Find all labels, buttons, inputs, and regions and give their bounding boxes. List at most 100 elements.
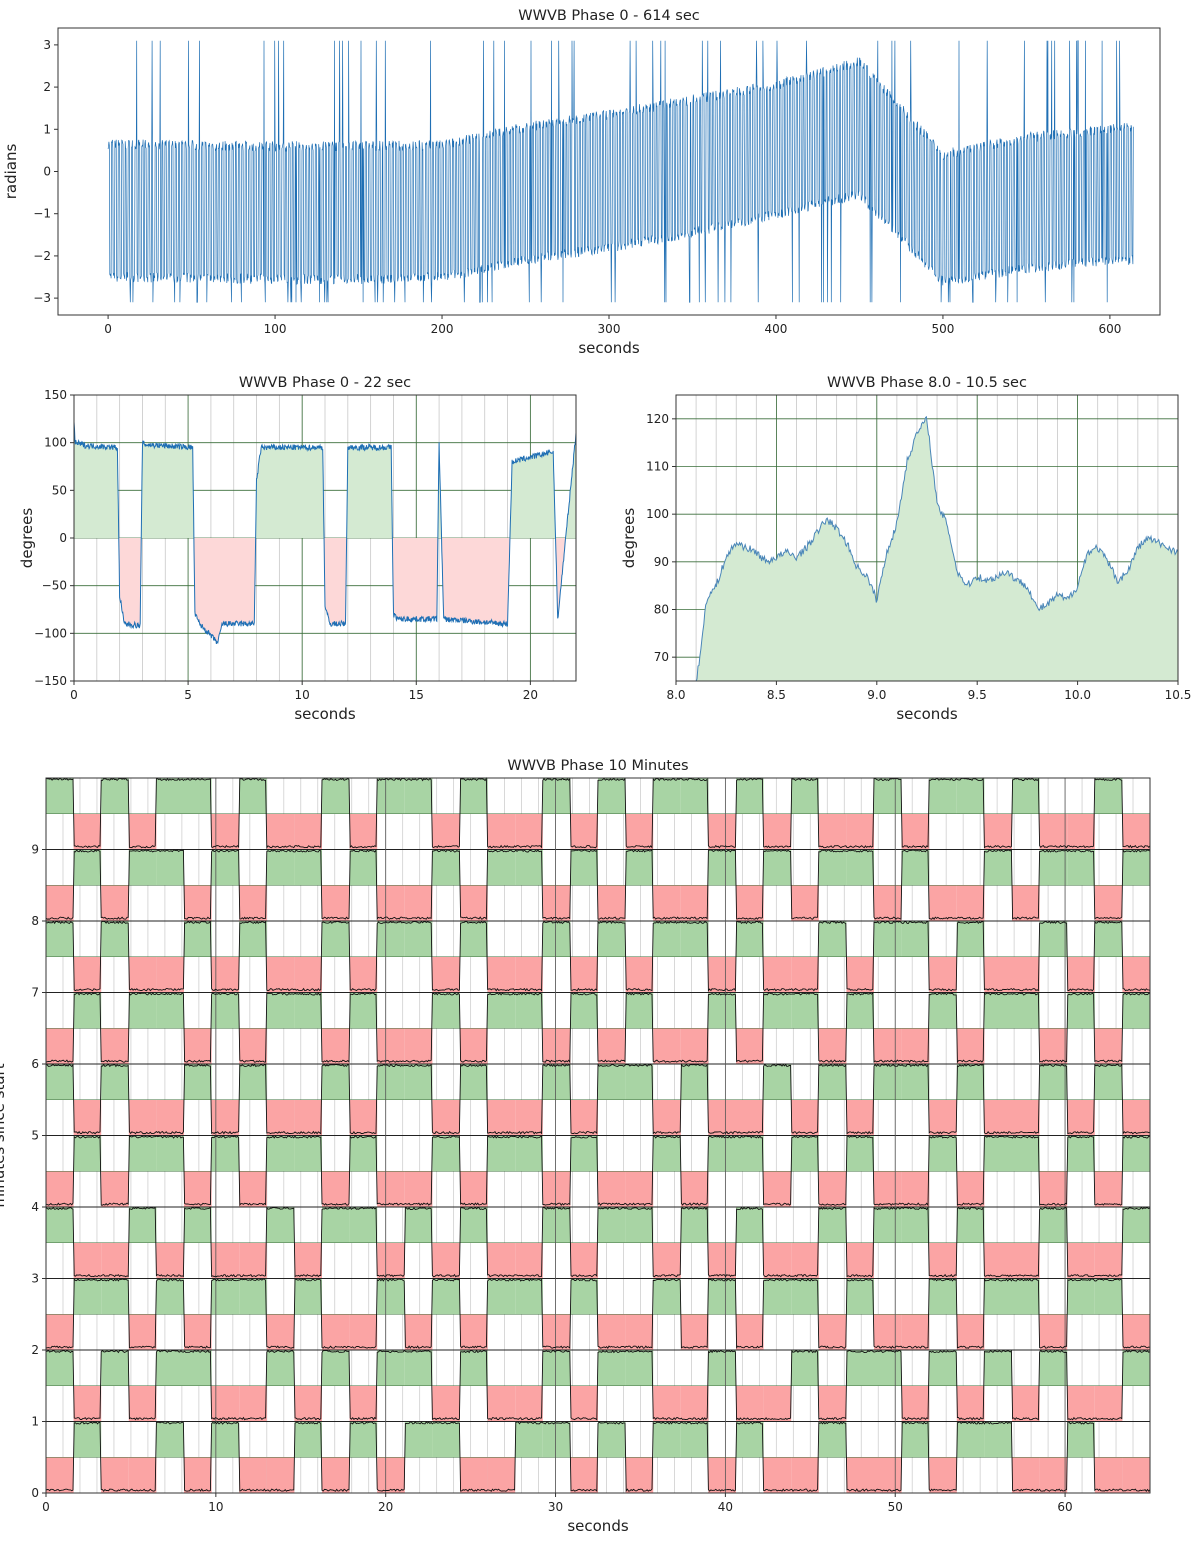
positive-area bbox=[184, 1207, 212, 1243]
negative-area bbox=[956, 1171, 985, 1207]
negative-area bbox=[956, 1314, 985, 1350]
negative-area bbox=[460, 1314, 488, 1350]
positive-area bbox=[984, 992, 1012, 1029]
negative-area bbox=[763, 1385, 792, 1422]
positive-area bbox=[377, 1064, 405, 1100]
positive-area bbox=[874, 778, 902, 814]
positive-area bbox=[1012, 1278, 1040, 1315]
x-tick-label: 0 bbox=[104, 322, 112, 336]
positive-area bbox=[515, 1421, 543, 1458]
negative-area bbox=[377, 1171, 405, 1207]
chart-zoom-8-10-5: 8.0 8.5 9.0 9.5 10.0 10.5 70 80 90 100 110 120 WWVB … bbox=[620, 375, 1191, 723]
positive-area bbox=[846, 1135, 874, 1172]
positive-area bbox=[73, 1421, 102, 1458]
x-tick-label: 100 bbox=[264, 322, 287, 336]
negative-area bbox=[322, 885, 350, 921]
positive-area bbox=[460, 1207, 488, 1243]
negative-area bbox=[128, 1099, 157, 1136]
negative-area bbox=[1122, 956, 1150, 993]
positive-area bbox=[696, 416, 1178, 681]
positive-area bbox=[1039, 921, 1068, 957]
y-tick-label: 6 bbox=[31, 1057, 39, 1071]
positive-area bbox=[266, 1350, 295, 1386]
positive-area bbox=[736, 778, 764, 814]
negative-area bbox=[874, 1028, 902, 1064]
negative-area bbox=[515, 956, 543, 993]
positive-area bbox=[791, 1135, 819, 1172]
x-tick-label: 8.0 bbox=[666, 688, 685, 702]
negative-area bbox=[1012, 1457, 1040, 1493]
positive-area bbox=[1122, 1207, 1150, 1243]
positive-area bbox=[818, 849, 847, 886]
negative-area bbox=[680, 1314, 709, 1350]
negative-area bbox=[46, 1171, 74, 1207]
negative-area bbox=[73, 813, 102, 850]
chart-ten-minutes: 0 10 20 30 40 50 60 0 1 2 3 4 5 6 7 8 9 WWVB Phase 10 Min… bbox=[0, 758, 1151, 1535]
x-tick-label: 10.0 bbox=[1064, 688, 1091, 702]
negative-area bbox=[570, 813, 598, 850]
negative-area bbox=[736, 1314, 764, 1350]
y-tick-label: 3 bbox=[31, 1272, 39, 1286]
positive-area bbox=[349, 1207, 378, 1243]
positive-area bbox=[322, 1350, 350, 1386]
positive-area bbox=[846, 1278, 874, 1315]
positive-area bbox=[294, 992, 322, 1029]
negative-area bbox=[736, 1385, 764, 1422]
negative-area bbox=[653, 885, 681, 921]
x-tick-label: 600 bbox=[1098, 322, 1121, 336]
row-trace bbox=[45, 1349, 1151, 1421]
positive-area bbox=[460, 1064, 488, 1100]
positive-area bbox=[73, 849, 102, 886]
positive-area bbox=[239, 778, 267, 814]
positive-area bbox=[404, 1421, 433, 1458]
positive-area bbox=[984, 1278, 1012, 1315]
positive-area bbox=[542, 1064, 571, 1100]
positive-area bbox=[598, 921, 626, 957]
positive-area bbox=[1094, 921, 1123, 957]
negative-area bbox=[846, 956, 874, 993]
x-tick-label: 9.5 bbox=[968, 688, 987, 702]
negative-area bbox=[763, 1242, 792, 1279]
positive-area bbox=[404, 1064, 433, 1100]
negative-area bbox=[653, 1385, 681, 1422]
negative-area bbox=[322, 1171, 350, 1207]
negative-area bbox=[598, 1028, 626, 1064]
positive-area bbox=[791, 992, 819, 1029]
negative-area bbox=[736, 1099, 764, 1136]
x-tick-label: 40 bbox=[718, 1500, 733, 1514]
positive-area bbox=[349, 992, 378, 1029]
negative-area bbox=[708, 1457, 736, 1493]
positive-area bbox=[598, 1350, 626, 1386]
negative-area bbox=[653, 1028, 681, 1064]
negative-area bbox=[1012, 885, 1040, 921]
negative-area bbox=[984, 813, 1012, 850]
positive-area bbox=[680, 1064, 709, 1100]
negative-area bbox=[1067, 956, 1095, 993]
negative-area bbox=[680, 1385, 709, 1422]
negative-area bbox=[1039, 813, 1068, 850]
positive-area bbox=[460, 921, 488, 957]
negative-area bbox=[929, 885, 957, 921]
y-axis-label: radians bbox=[2, 144, 20, 200]
positive-area bbox=[377, 778, 405, 814]
chart-title: WWVB Phase 0 - 614 sec bbox=[518, 8, 699, 24]
positive-area bbox=[404, 921, 433, 957]
positive-area bbox=[101, 921, 129, 957]
negative-area bbox=[487, 956, 516, 993]
y-tick-label: 70 bbox=[654, 650, 669, 664]
positive-area bbox=[128, 1207, 157, 1243]
positive-area bbox=[1067, 1278, 1095, 1315]
y-tick-label: 80 bbox=[654, 603, 669, 617]
negative-area bbox=[322, 1457, 350, 1493]
negative-area bbox=[625, 813, 654, 850]
positive-area bbox=[349, 849, 378, 886]
negative-area bbox=[46, 1028, 74, 1064]
x-tick-label: 15 bbox=[409, 688, 424, 702]
negative-area bbox=[818, 1171, 847, 1207]
x-tick-label: 60 bbox=[1057, 1500, 1072, 1514]
positive-area bbox=[460, 778, 488, 814]
negative-area bbox=[874, 1457, 902, 1493]
y-axis-label: degrees bbox=[620, 508, 638, 569]
positive-area bbox=[1012, 778, 1040, 814]
positive-area bbox=[487, 1278, 516, 1315]
